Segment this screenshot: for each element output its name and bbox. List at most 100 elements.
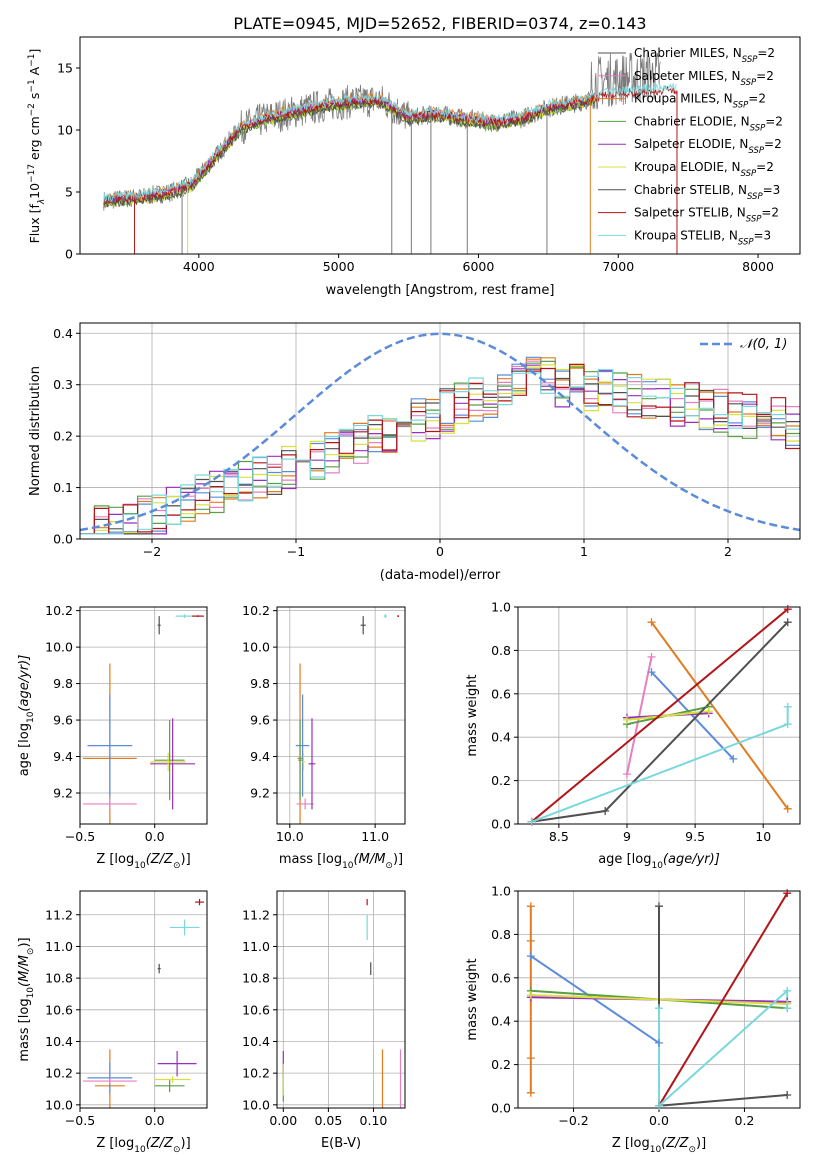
weight-vs-age-series-marker — [783, 804, 792, 813]
spectrum-ylabel-part: λ — [37, 199, 47, 205]
age-vs-mass-plot-area — [295, 614, 400, 824]
weight-vs-age-ytick-label: 0.0 — [491, 817, 511, 832]
mass-vs-Z-ylabel-part: 10 — [26, 987, 36, 999]
age-vs-mass-xlabel-part: ⊙ — [385, 861, 393, 871]
weight-vs-Z-series-marker — [526, 952, 535, 961]
weight-vs-age-series-marker — [783, 618, 792, 627]
weight-vs-age-xlabel-part: 10 — [651, 861, 663, 871]
weight-vs-Z-series-marker — [526, 991, 535, 1000]
weight-vs-age-xtick-label: 9.5 — [685, 829, 705, 844]
spectrum-xlabel: wavelength [Angstrom, rest frame] — [326, 283, 555, 298]
weight-vs-age-series-marker — [704, 707, 713, 716]
residuals-xtick-label: −1 — [287, 544, 305, 559]
weight-vs-age-ytick-label: 1.0 — [491, 600, 511, 615]
residuals-xtick-label: 0 — [436, 544, 444, 559]
weight-vs-age-series-marker — [783, 720, 792, 729]
weight-vs-age-plot-area — [530, 608, 789, 823]
weight-vs-Z-ytick-label: 0.8 — [491, 927, 511, 942]
spectrum-ylabel-part: −2 — [27, 103, 37, 116]
weight-vs-Z-series-marker — [655, 1101, 663, 1110]
legend-entry-label: Kroupa MILES, NSSP=2 — [634, 92, 766, 111]
spectrum-ylabel-part: −1 — [27, 79, 37, 92]
weight-vs-age-xlabel: age [log10(age/yr)] — [598, 852, 720, 871]
mass-vs-Z-xlabel-part: (Z/Z — [146, 1136, 174, 1151]
mass-vs-Z-ytick-label: 11.0 — [45, 939, 73, 954]
residuals-ytick-label: 0.2 — [53, 429, 73, 444]
weight-vs-Z-series-marker — [783, 889, 792, 898]
weight-vs-Z-series-marker — [783, 986, 792, 995]
weight-vs-Z-xlabel-part: (Z/Z — [661, 1136, 689, 1151]
legend-entry-label: Kroupa ELODIE, NSSP=2 — [634, 160, 774, 179]
weight-vs-Z-xlabel-part: 10 — [650, 1145, 662, 1155]
weight-vs-age-ytick-label: 0.6 — [491, 686, 511, 701]
spectrum-ytick-label: 10 — [57, 123, 73, 138]
weight-vs-Z-series-marker — [783, 1004, 792, 1013]
weight-vs-age-series-marker — [622, 715, 631, 724]
weight-vs-age-xtick-label: 8.5 — [549, 829, 569, 844]
weight-vs-age-series-line — [626, 656, 653, 775]
residuals-ytick-label: 0.4 — [53, 326, 73, 341]
age-vs-mass-axes: 10.0 11.0 9.2 9.4 9.6 9.8 10.0 10.2 — [242, 603, 406, 844]
residuals-xtick-label: −2 — [143, 544, 161, 559]
weight-vs-age-series-line — [650, 671, 734, 760]
age-vs-Z-axes: −0.5 0.0 9.2 9.4 9.6 9.8 10.0 10.2 — [45, 603, 208, 844]
age-vs-mass-xlabel-part: (M/M — [354, 852, 386, 867]
age-vs-mass-xtick-label: 10.0 — [276, 829, 304, 844]
model-spectrum-line — [103, 85, 678, 206]
weight-vs-age-ytick-label: 0.8 — [491, 643, 511, 658]
mass-vs-Z-ytick-label: 10.6 — [45, 1002, 73, 1017]
weight-vs-age-series-marker — [647, 618, 656, 627]
age-vs-mass-xlabel-part: 10 — [342, 861, 354, 871]
weight-vs-Z-ytick-label: 0.0 — [491, 1101, 511, 1116]
weight-vs-age-series-marker — [647, 668, 656, 677]
weight-vs-age-series-marker — [783, 605, 792, 614]
mass-vs-Z-ylabel-part: (M/M — [17, 955, 32, 987]
residual-histogram-step — [80, 369, 800, 535]
mass-vs-Z-frame — [79, 890, 208, 1109]
mass-vs-ebv-xtick-label: 0.05 — [314, 1113, 342, 1128]
mass-vs-Z-ytick-label: 10.4 — [45, 1034, 73, 1049]
legend-entry-label: Kroupa STELIB, NSSP=3 — [634, 228, 771, 247]
legend-entry-label-part: SSP — [742, 55, 758, 65]
spectrum-xtick-label: 5000 — [323, 259, 355, 274]
weight-vs-Z-series-marker — [655, 1004, 663, 1013]
weight-vs-age-xlabel-part: (age/yr)] — [663, 852, 720, 867]
legend-entry-label-part: SSP — [748, 146, 764, 156]
age-vs-Z-ytick-label: 10.2 — [45, 603, 73, 618]
mass-vs-Z-ylabel-part: ⊙ — [26, 948, 36, 956]
age-vs-Z-ylabel-part: (age/yr)] — [17, 655, 32, 712]
spectrum-ytick-label: 0 — [65, 247, 73, 262]
weight-vs-Z-ytick-label: 1.0 — [491, 884, 511, 899]
age-vs-mass-ytick-label: 10.0 — [242, 640, 270, 655]
legend-entry-label: Chabrier ELODIE, NSSP=2 — [634, 114, 783, 133]
spectrum-xtick-label: 4000 — [183, 259, 215, 274]
weight-vs-Z-series-marker — [526, 902, 535, 911]
weight-vs-age-axes: 8.5 9 9.5 10 0.0 0.2 0.4 0.6 0.8 1.0 — [491, 600, 801, 844]
weight-vs-age-series-marker — [783, 702, 792, 711]
weight-vs-Z-ytick-label: 0.4 — [491, 1014, 511, 1029]
mass-vs-Z-xlabel: Z [log10(Z/Z⊙)] — [96, 1136, 190, 1155]
legend-entry-label-part: SSP — [733, 101, 749, 111]
mass-vs-Z-axes: −0.5 0.0 10.0 10.2 10.4 10.6 10.8 11.0 11.2 — [45, 890, 208, 1128]
legend-entry-label-part: SSP — [741, 78, 757, 88]
weight-vs-age-series-marker — [601, 806, 610, 815]
mass-vs-Z-ytick-label: 10.8 — [45, 971, 73, 986]
weight-vs-age-series-line — [626, 710, 709, 721]
mass-vs-ebv-ytick-label: 11.2 — [242, 907, 270, 922]
mass-vs-Z-ytick-label: 10.2 — [45, 1066, 73, 1081]
legend-entry-label: Salpeter ELODIE, NSSP=2 — [634, 137, 782, 156]
weight-vs-age-frame — [517, 606, 801, 825]
age-vs-Z-ytick-label: 9.6 — [53, 713, 73, 728]
residuals-ylabel: Normed distribution — [28, 366, 43, 496]
weight-vs-Z-axes: −0.2 0.0 0.2 0.0 0.2 0.4 0.6 0.8 1.0 — [491, 884, 801, 1128]
weight-vs-age-series-marker — [527, 817, 536, 826]
spectrum-xtick-label: 7000 — [602, 259, 634, 274]
spectrum-xtick-label: 6000 — [463, 259, 495, 274]
age-vs-Z-ylabel: age [log10(age/yr)] — [17, 655, 36, 777]
weight-vs-Z-series-marker — [526, 1054, 535, 1063]
age-vs-Z-plot-area — [82, 614, 205, 824]
age-vs-mass-frame — [276, 606, 406, 825]
age-vs-Z-xlabel-part: 10 — [134, 861, 146, 871]
figure-title: PLATE=0945, MJD=52652, FIBERID=0374, z=0… — [233, 14, 646, 33]
weight-vs-age-series-line — [650, 621, 789, 810]
